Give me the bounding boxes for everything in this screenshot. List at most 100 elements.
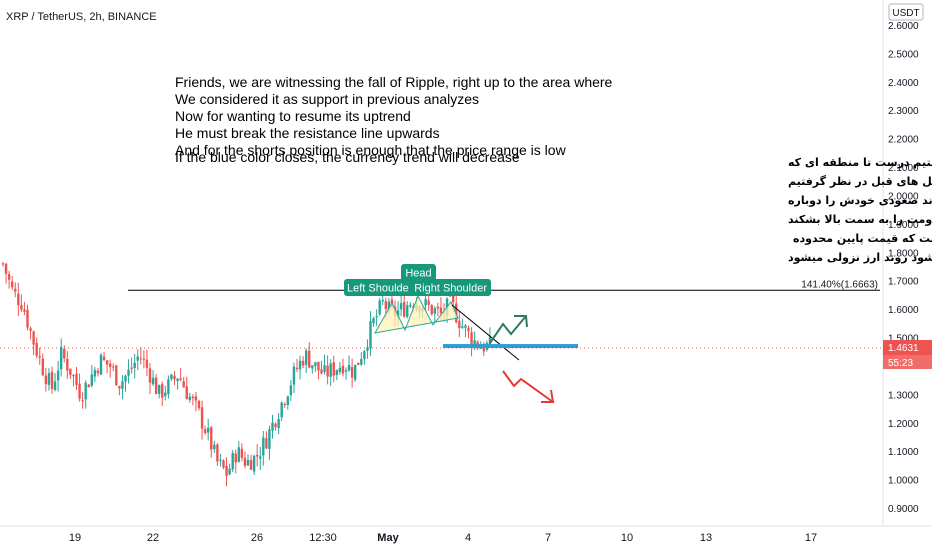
candle-body (323, 365, 326, 373)
candle-body (105, 360, 109, 365)
candle-body (194, 396, 198, 401)
price-tick: 2.2000 (888, 135, 919, 146)
candle-body (108, 363, 112, 368)
candle-body (44, 375, 48, 385)
candle-body (4, 263, 8, 274)
time-tick: 22 (147, 532, 159, 544)
candle-body (274, 423, 277, 428)
support-zone[interactable] (443, 344, 578, 349)
head-label-box[interactable] (401, 264, 436, 281)
candle-body (23, 309, 26, 312)
shoulders-label-box[interactable] (344, 279, 491, 296)
candle-body (289, 385, 293, 396)
time-tick: 17 (805, 532, 817, 544)
time-tick: 10 (621, 532, 633, 544)
candle-body (50, 371, 54, 389)
currency-badge[interactable] (888, 3, 924, 21)
price-tick: 1.9000 (888, 220, 919, 231)
candle-body (127, 369, 130, 376)
candle-body (338, 367, 342, 373)
candle-body (311, 365, 314, 369)
candle-body (353, 364, 357, 380)
candle-body (427, 300, 430, 305)
symbol-title: XRP / TetherUS, 2h, BINANCE (6, 11, 157, 23)
candle-body (341, 365, 345, 374)
candle-body (240, 448, 244, 458)
candle-body (41, 358, 45, 376)
candle-body (461, 326, 464, 328)
candle-body (185, 386, 188, 400)
persian-note-line: و برای پوزیشن شورت کافی است که قیمت پایی… (793, 232, 932, 245)
candle-body (384, 301, 388, 310)
candle-body (292, 366, 296, 385)
candle-body (179, 378, 182, 381)
candle-body (102, 356, 106, 360)
candle-body (262, 437, 265, 456)
time-tick: 26 (251, 532, 263, 544)
candle-body (38, 356, 41, 358)
candle-body (335, 370, 339, 376)
candle-body (479, 348, 482, 350)
candle-body (112, 366, 115, 368)
time-axis[interactable]: 19 22 26 12:30 May 4 7 10 13 17 (69, 532, 817, 544)
candle-body (188, 396, 192, 401)
candle-body (271, 422, 274, 431)
left-shoulder-label: Left Shoulde (347, 283, 409, 295)
candle-body (372, 318, 375, 324)
head-shoulders-pattern[interactable] (374, 294, 459, 334)
candle-body (396, 310, 400, 318)
countdown-value: 55:23 (888, 358, 913, 369)
candle-body (329, 363, 332, 377)
candle-body (436, 306, 440, 309)
candle-body (295, 367, 299, 370)
bearish-arrow[interactable] (502, 370, 554, 403)
candle-body (470, 332, 473, 347)
candle-body (90, 374, 94, 386)
candle-body (369, 321, 372, 349)
candle-body (53, 381, 57, 390)
resistance-line[interactable] (451, 304, 520, 361)
candle-body (87, 384, 90, 388)
candle-body (164, 392, 167, 396)
candle-body (99, 354, 103, 375)
candle-body (357, 362, 360, 365)
candle-body (268, 429, 271, 449)
candle-body (145, 359, 149, 368)
candle-body (200, 407, 204, 429)
price-tick: 2.3000 (888, 106, 919, 117)
candle-body (219, 459, 222, 461)
candle-body (121, 381, 124, 389)
persian-note[interactable]: دوستان شاهد ریزش ریپل هستیم درست تا منطق… (788, 156, 932, 264)
candle-body (344, 370, 348, 372)
candle-body (360, 359, 363, 365)
candle-body (206, 427, 210, 433)
candle-body (167, 379, 170, 394)
candle-body (7, 274, 11, 280)
candle-body (133, 362, 136, 369)
persian-note-line: الان برای اینکه بخواهد روند صعودی خودش ر… (788, 194, 932, 207)
english-note[interactable]: Friends, we are witnessing the fall of R… (175, 74, 613, 165)
price-tick: 1.0000 (888, 476, 919, 487)
candle-body (381, 300, 384, 302)
candle-body (458, 320, 461, 329)
persian-note-line: به دست بگیرد باید خط مقاومت را به سمت با… (788, 213, 932, 226)
fib-level-label: 141.40%(1.6663) (801, 279, 878, 290)
price-tick: 1.7000 (888, 277, 919, 288)
candle-body (72, 375, 75, 377)
candle-body (399, 303, 403, 310)
candle-body (96, 370, 100, 374)
candle-body (47, 373, 51, 385)
candle-body (130, 367, 133, 369)
candle-body (375, 315, 378, 318)
candle-body (430, 304, 433, 315)
candle-body (350, 367, 354, 378)
price-axis[interactable]: 2.6000 2.5000 2.4000 2.3000 2.2000 2.1000 2.00… (888, 21, 919, 515)
candle-body (1, 263, 5, 265)
bullish-arrow[interactable] (489, 315, 527, 344)
candle-body (283, 404, 286, 406)
candle-body (433, 308, 437, 314)
candle-body (151, 377, 155, 385)
candle-body (451, 295, 455, 303)
candle-body (26, 309, 29, 328)
